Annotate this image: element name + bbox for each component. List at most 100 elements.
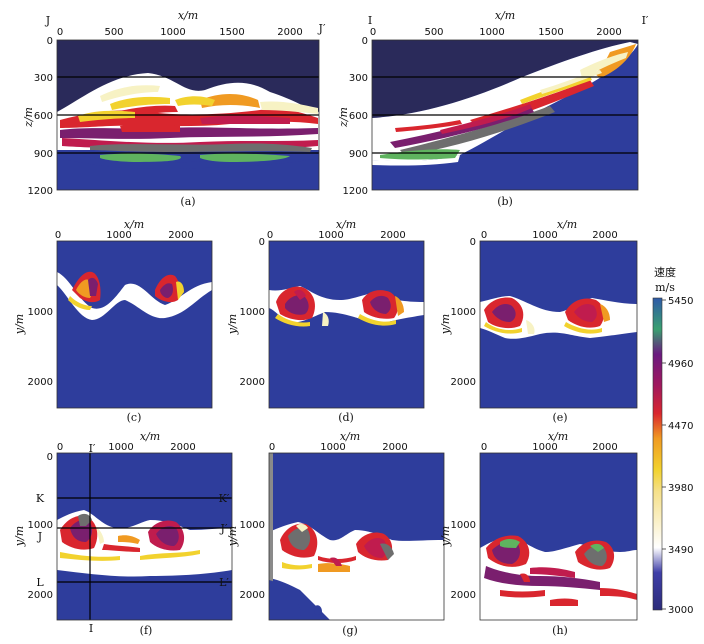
panel-c-caption: (c) bbox=[127, 411, 142, 424]
panel-f-line-k-left: K bbox=[36, 492, 45, 505]
panel-b-ytick: 0 bbox=[362, 36, 368, 47]
panel-e-ylabel: y/m bbox=[439, 314, 452, 335]
panel-c-ytick: 1000 bbox=[28, 307, 53, 318]
panel-d-xtick: 1000 bbox=[318, 230, 343, 241]
panel-b-ytick: 300 bbox=[349, 73, 368, 84]
panel-a-xtick: 1000 bbox=[160, 27, 185, 38]
panel-b-corner-right: I′ bbox=[642, 14, 649, 27]
colorbar-unit: m/s bbox=[655, 281, 675, 294]
panel-c-ylabel: y/m bbox=[13, 314, 26, 335]
panel-d: x/m 0 1000 2000 0 1000 2000 y/m (d) bbox=[226, 218, 425, 424]
panel-h: x/m 0 1000 2000 1000 2000 y/m (h) bbox=[439, 430, 638, 637]
panel-b-ylabel: z/m bbox=[337, 107, 350, 128]
panel-g-xlabel: x/m bbox=[340, 430, 360, 443]
panel-d-ytick: 1000 bbox=[240, 307, 265, 318]
panel-c-xtick: 1000 bbox=[106, 230, 131, 241]
panel-e-ytick: 2000 bbox=[451, 377, 476, 388]
panel-a-ytick: 0 bbox=[47, 36, 53, 47]
panel-a-ylabel: z/m bbox=[22, 107, 35, 128]
panel-f-line-l-right: L′ bbox=[219, 576, 229, 589]
panel-b-xtick: 2000 bbox=[596, 27, 621, 38]
panel-g-ytick: 2000 bbox=[240, 590, 265, 601]
panel-g-ytick: 1000 bbox=[240, 520, 265, 531]
panel-b-xtick: 1000 bbox=[479, 27, 504, 38]
panel-f-ytick: 2000 bbox=[28, 590, 53, 601]
panel-h-xtick: 2000 bbox=[592, 442, 617, 453]
panel-d-ytick: 0 bbox=[259, 237, 265, 248]
panel-h-caption: (h) bbox=[552, 624, 568, 637]
panel-f-xlabel: x/m bbox=[140, 430, 160, 443]
panel-a-xtick: 500 bbox=[104, 27, 123, 38]
panel-d-xtick: 2000 bbox=[380, 230, 405, 241]
panel-a-ytick: 1200 bbox=[28, 186, 53, 197]
panel-b-ytick: 600 bbox=[349, 111, 368, 122]
panel-c: x/m 0 1000 2000 1000 2000 y/m (c) bbox=[13, 218, 213, 424]
panel-e-ytick: 0 bbox=[470, 237, 476, 248]
panel-f-line-k-right: K′ bbox=[219, 492, 230, 505]
panel-a-ytick: 900 bbox=[34, 149, 53, 160]
panel-b-xtick: 0 bbox=[370, 27, 376, 38]
panel-e-xtick: 1000 bbox=[532, 230, 557, 241]
colorbar-tick: 5450 bbox=[668, 296, 693, 307]
panel-g-xtick: 0 bbox=[269, 442, 275, 453]
panel-h-xtick: 1000 bbox=[532, 442, 557, 453]
panel-g: x/m 0 1000 2000 1000 2000 y/m (g) bbox=[226, 430, 445, 637]
panel-a-ytick: 600 bbox=[34, 111, 53, 122]
panel-f-caption: (f) bbox=[140, 624, 153, 637]
panel-e-xtick: 0 bbox=[481, 230, 487, 241]
panel-b: x/m 0 500 1000 1500 2000 I I′ 0 300 600 … bbox=[337, 9, 649, 208]
panel-b-ytick: 900 bbox=[349, 149, 368, 160]
panel-f-line-i-top: I′ bbox=[89, 442, 96, 455]
panel-a-corner-left: J bbox=[45, 14, 50, 27]
panel-a-xtick: 0 bbox=[57, 27, 63, 38]
colorbar: 速度 m/s 5450 4960 4470 3980 3490 3000 bbox=[652, 265, 693, 616]
panel-f-line-i-bottom: I bbox=[89, 622, 93, 635]
colorbar-tick: 3000 bbox=[668, 605, 693, 616]
panel-h-xlabel: x/m bbox=[548, 430, 568, 443]
panel-g-ylabel: y/m bbox=[226, 526, 239, 547]
panel-f-ytick: 1000 bbox=[28, 520, 53, 531]
panel-d-xtick: 0 bbox=[267, 230, 273, 241]
panel-e-caption: (e) bbox=[552, 411, 567, 424]
panel-f-ylabel: y/m bbox=[13, 526, 26, 547]
panel-e-xtick: 2000 bbox=[592, 230, 617, 241]
panel-a-xtick: 2000 bbox=[277, 27, 302, 38]
colorbar-tick: 4960 bbox=[668, 359, 693, 370]
panel-f-line-j-right: J′ bbox=[220, 522, 228, 535]
panel-f-xtick: 1000 bbox=[108, 442, 133, 453]
panel-e-ytick: 1000 bbox=[451, 307, 476, 318]
panel-h-ytick: 2000 bbox=[451, 590, 476, 601]
colorbar-tick: 3490 bbox=[668, 545, 693, 556]
panel-c-xtick: 0 bbox=[55, 230, 61, 241]
panel-g-xtick: 1000 bbox=[320, 442, 345, 453]
panel-e: x/m 0 1000 2000 0 1000 2000 y/m (e) bbox=[439, 218, 638, 424]
colorbar-title: 速度 bbox=[654, 265, 676, 279]
panel-a-caption: (a) bbox=[180, 195, 195, 208]
panel-d-caption: (d) bbox=[338, 411, 354, 424]
panel-b-caption: (b) bbox=[497, 195, 513, 208]
panel-a-xlabel: x/m bbox=[178, 9, 198, 22]
colorbar-tick: 3980 bbox=[668, 483, 693, 494]
panel-f-line-l-left: L bbox=[36, 576, 44, 589]
panel-b-xtick: 1500 bbox=[538, 27, 563, 38]
panel-f-xtick: 0 bbox=[57, 442, 63, 453]
panel-d-ylabel: y/m bbox=[226, 314, 239, 335]
panel-f: x/m 0 1000 2000 0 1000 2000 y/m I′ I K K… bbox=[13, 430, 233, 637]
panel-g-xtick: 2000 bbox=[382, 442, 407, 453]
panel-h-ylabel: y/m bbox=[439, 526, 452, 547]
panel-f-xtick: 2000 bbox=[170, 442, 195, 453]
panel-b-xtick: 500 bbox=[424, 27, 443, 38]
panel-h-xtick: 0 bbox=[481, 442, 487, 453]
panel-b-corner-left: I bbox=[368, 14, 372, 27]
colorbar-tick: 4470 bbox=[668, 421, 693, 432]
panel-c-xlabel: x/m bbox=[124, 218, 144, 231]
panel-c-ytick: 2000 bbox=[28, 377, 53, 388]
panel-a: x/m 0 500 1000 1500 2000 J J′ 0 300 600 … bbox=[22, 9, 326, 208]
panel-a-corner-right: J′ bbox=[318, 22, 326, 35]
panel-g-caption: (g) bbox=[342, 624, 358, 637]
panel-b-xlabel: x/m bbox=[495, 9, 515, 22]
panel-e-xlabel: x/m bbox=[557, 218, 577, 231]
panel-f-ytick: 0 bbox=[47, 452, 53, 463]
panel-d-xlabel: x/m bbox=[336, 218, 356, 231]
